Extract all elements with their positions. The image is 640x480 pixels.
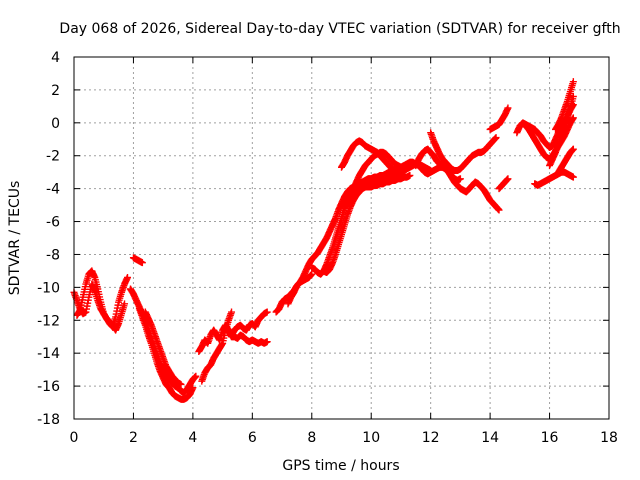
data-point	[569, 78, 577, 86]
data-point	[192, 372, 200, 380]
x-tick-label: 8	[307, 430, 316, 446]
data-point	[189, 384, 197, 392]
x-tick-label: 0	[70, 430, 79, 446]
x-tick-label: 4	[188, 430, 197, 446]
y-tick-label: -12	[37, 313, 60, 329]
x-axis: 0 2 4 6 8 10 12 14 16 18	[70, 57, 618, 446]
data-point	[406, 171, 414, 179]
series-arc-8	[198, 308, 236, 385]
x-tick-label: 6	[248, 430, 257, 446]
data-point	[308, 270, 316, 278]
series-arc-11	[284, 168, 405, 308]
x-tick-label: 12	[422, 430, 440, 446]
y-tick-label: -2	[46, 149, 60, 165]
series-arc-13	[320, 171, 414, 277]
y-tick-label: 2	[51, 83, 60, 99]
y-axis: -18 -16 -14 -12 -10 -8 -6 -4 -2 0 2 4	[37, 50, 609, 428]
series-arc-18	[486, 104, 512, 133]
data-point	[228, 308, 236, 316]
data-point	[504, 104, 512, 112]
x-tick-label: 18	[600, 430, 618, 446]
series-arc-3	[129, 254, 146, 267]
x-tick-label: 16	[541, 430, 559, 446]
data-point	[177, 380, 185, 388]
y-tick-label: -8	[46, 247, 60, 263]
x-axis-label: GPS time / hours	[282, 458, 399, 474]
series-arc-17	[427, 129, 500, 175]
data-point	[124, 273, 131, 281]
x-tick-label: 10	[362, 430, 380, 446]
data-point	[263, 308, 271, 316]
series-arc-2	[73, 267, 129, 334]
series-arc-16	[412, 145, 503, 214]
data-point	[456, 175, 464, 183]
series-arc-9	[225, 328, 271, 347]
x-tick-label: 2	[129, 430, 138, 446]
series-arc-25	[554, 145, 577, 176]
y-tick-label: -6	[46, 215, 60, 231]
data-point	[138, 259, 146, 267]
plot-area	[70, 78, 577, 403]
y-tick-label: -4	[46, 182, 60, 198]
data-point	[495, 206, 503, 214]
x-tick-label: 14	[481, 430, 499, 446]
y-tick-label: -10	[37, 280, 60, 296]
data-point	[569, 92, 577, 100]
grid	[74, 57, 609, 419]
y-tick-label: -18	[37, 412, 60, 428]
y-tick-label: -16	[37, 379, 60, 395]
series-arc-23	[546, 92, 577, 170]
data-point	[121, 300, 129, 308]
plot-frame	[73, 56, 610, 420]
series-arc-24	[552, 78, 577, 133]
series-arc-6	[141, 308, 185, 388]
series-arc-22	[531, 168, 577, 189]
data-point	[504, 175, 512, 183]
chart-title: Day 068 of 2026, Sidereal Day-to-day VTE…	[59, 21, 620, 37]
y-axis-label: SDTVAR / TECUs	[7, 181, 23, 296]
y-tick-label: 4	[51, 50, 60, 66]
data-point	[569, 145, 577, 153]
series-arc-19	[495, 175, 512, 193]
data-point	[569, 173, 577, 181]
y-tick-label: 0	[51, 116, 60, 132]
data-point	[263, 338, 271, 346]
data-point	[492, 134, 500, 142]
data-point	[569, 114, 577, 122]
y-tick-label: -14	[37, 346, 60, 362]
